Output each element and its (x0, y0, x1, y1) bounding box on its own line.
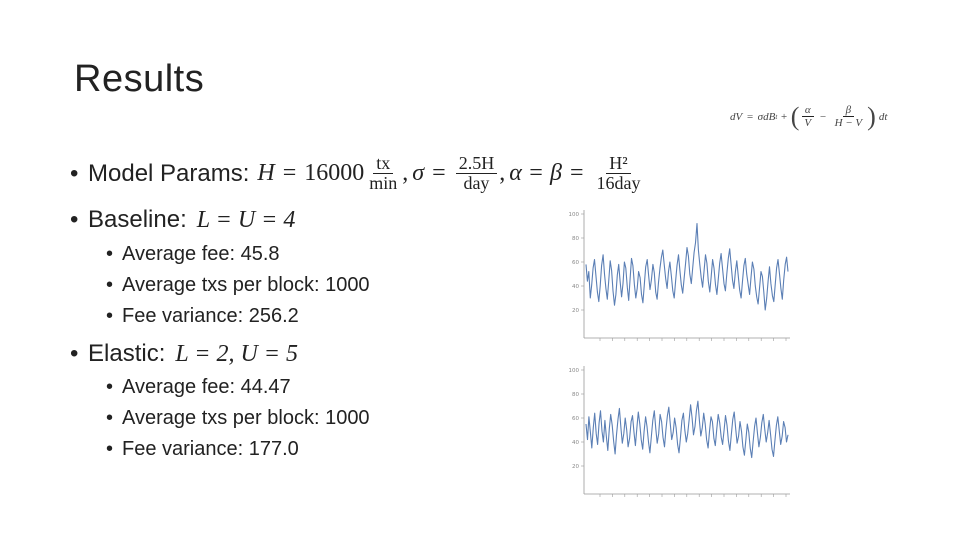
model-params-eq3: = (569, 160, 584, 187)
bullet-model-params: • Model Params: H = 16000 tx min , σ = 2… (70, 154, 645, 194)
y-tick-label: 80 (572, 392, 579, 398)
formula-frac-beta-num: β (842, 104, 855, 118)
y-tick-label: 20 (572, 464, 579, 470)
baseline-fee-variance: • Fee variance: 256.2 (106, 305, 299, 328)
bullet-baseline: • Baseline: L = U = 4 (70, 206, 295, 234)
sub-bullet-text: Average txs per block: 1000 (122, 407, 370, 429)
formula-minus: − (819, 111, 827, 123)
frac-sigma-den: day (463, 172, 490, 193)
elastic-average-txs: • Average txs per block: 1000 (106, 407, 370, 430)
y-tick-label: 20 (572, 308, 579, 314)
baseline-math: L = U = 4 (196, 206, 296, 233)
model-params-frac-tx: tx min (366, 154, 400, 194)
model-params-eq2: = (432, 160, 446, 187)
sub-bullet-dot: • (106, 243, 114, 265)
model-params-label: Model Params: (88, 159, 250, 187)
frac-tx-num: tx (373, 154, 394, 174)
y-tick-label: 100 (569, 368, 580, 374)
formula-frac-alpha-den: V (804, 117, 812, 130)
model-params-frac-sigma: 2.5H day (455, 154, 498, 194)
sde-formula: dV = σdB t + ( α V − β H − V ) dt (730, 102, 887, 132)
model-params-value: 16000 (304, 160, 365, 187)
baseline-average-fee: • Average fee: 45.8 (106, 243, 280, 266)
elastic-average-fee: • Average fee: 44.47 (106, 376, 291, 399)
formula-lparen: ( (790, 102, 800, 131)
sub-bullet-dot: • (106, 376, 114, 398)
model-params-eq1: = (282, 160, 297, 187)
frac-alpha-den: 16day (596, 172, 641, 193)
sub-bullet-text: Fee variance: 177.0 (122, 438, 299, 460)
y-tick-label: 60 (572, 416, 579, 422)
formula-frac-beta-den: H − V (834, 117, 863, 130)
baseline-average-txs: • Average txs per block: 1000 (106, 274, 370, 297)
baseline-fee-chart: 100 80 60 40 20 (569, 210, 790, 341)
model-params-comma2: , (499, 160, 506, 187)
bullet-dot: • (70, 159, 79, 187)
y-tick-label: 40 (572, 440, 579, 446)
formula-term1-sub: t (775, 113, 778, 121)
sub-bullet-text: Average fee: 44.47 (122, 376, 291, 398)
slide-title: Results (74, 58, 205, 100)
elastic-fee-variance: • Fee variance: 177.0 (106, 438, 299, 461)
formula-dt: dt (878, 111, 888, 123)
formula-term1: σdB (757, 111, 776, 123)
series-line-0 (585, 223, 789, 311)
formula-eq: = (746, 111, 754, 123)
formula-plus: + (780, 111, 788, 123)
sub-bullet-text: Fee variance: 256.2 (122, 305, 299, 327)
sub-bullet-text: Average fee: 45.8 (122, 243, 280, 265)
formula-lhs: dV (730, 111, 743, 123)
model-params-sigma: σ (412, 160, 425, 187)
y-tick-label: 60 (572, 260, 579, 266)
y-tick-label: 100 (569, 212, 580, 218)
elastic-label: Elastic: (88, 340, 166, 367)
sub-bullet-dot: • (106, 274, 114, 296)
formula-rparen: ) (867, 102, 876, 131)
formula-frac-alpha: α V (801, 104, 814, 130)
frac-alpha-num: H² (606, 154, 631, 174)
bullet-elastic: • Elastic: L = 2, U = 5 (70, 340, 298, 368)
frac-tx-den: min (369, 172, 398, 193)
sub-bullet-dot: • (106, 305, 114, 327)
model-params-comma1: , (402, 160, 409, 187)
bullet-dot: • (70, 206, 79, 233)
baseline-label: Baseline: (88, 206, 187, 233)
formula-frac-alpha-num: α (801, 104, 814, 118)
elastic-math: L = 2, U = 5 (175, 340, 298, 367)
bullet-dot: • (70, 340, 79, 367)
sub-bullet-dot: • (106, 438, 114, 460)
sub-bullet-dot: • (106, 407, 114, 429)
frac-sigma-num: 2.5H (455, 154, 498, 174)
elastic-fee-chart: 100 80 60 40 20 (569, 366, 790, 497)
sub-bullet-text: Average txs per block: 1000 (122, 274, 370, 296)
model-params-h: H (257, 160, 275, 187)
y-tick-label: 80 (572, 236, 579, 242)
model-params-alpha-beta: α = β (509, 160, 562, 187)
y-tick-label: 40 (572, 284, 579, 290)
model-params-frac-alpha: H² 16day (593, 154, 643, 194)
formula-frac-beta: β H − V (832, 104, 866, 130)
series-line-0 (585, 400, 789, 459)
